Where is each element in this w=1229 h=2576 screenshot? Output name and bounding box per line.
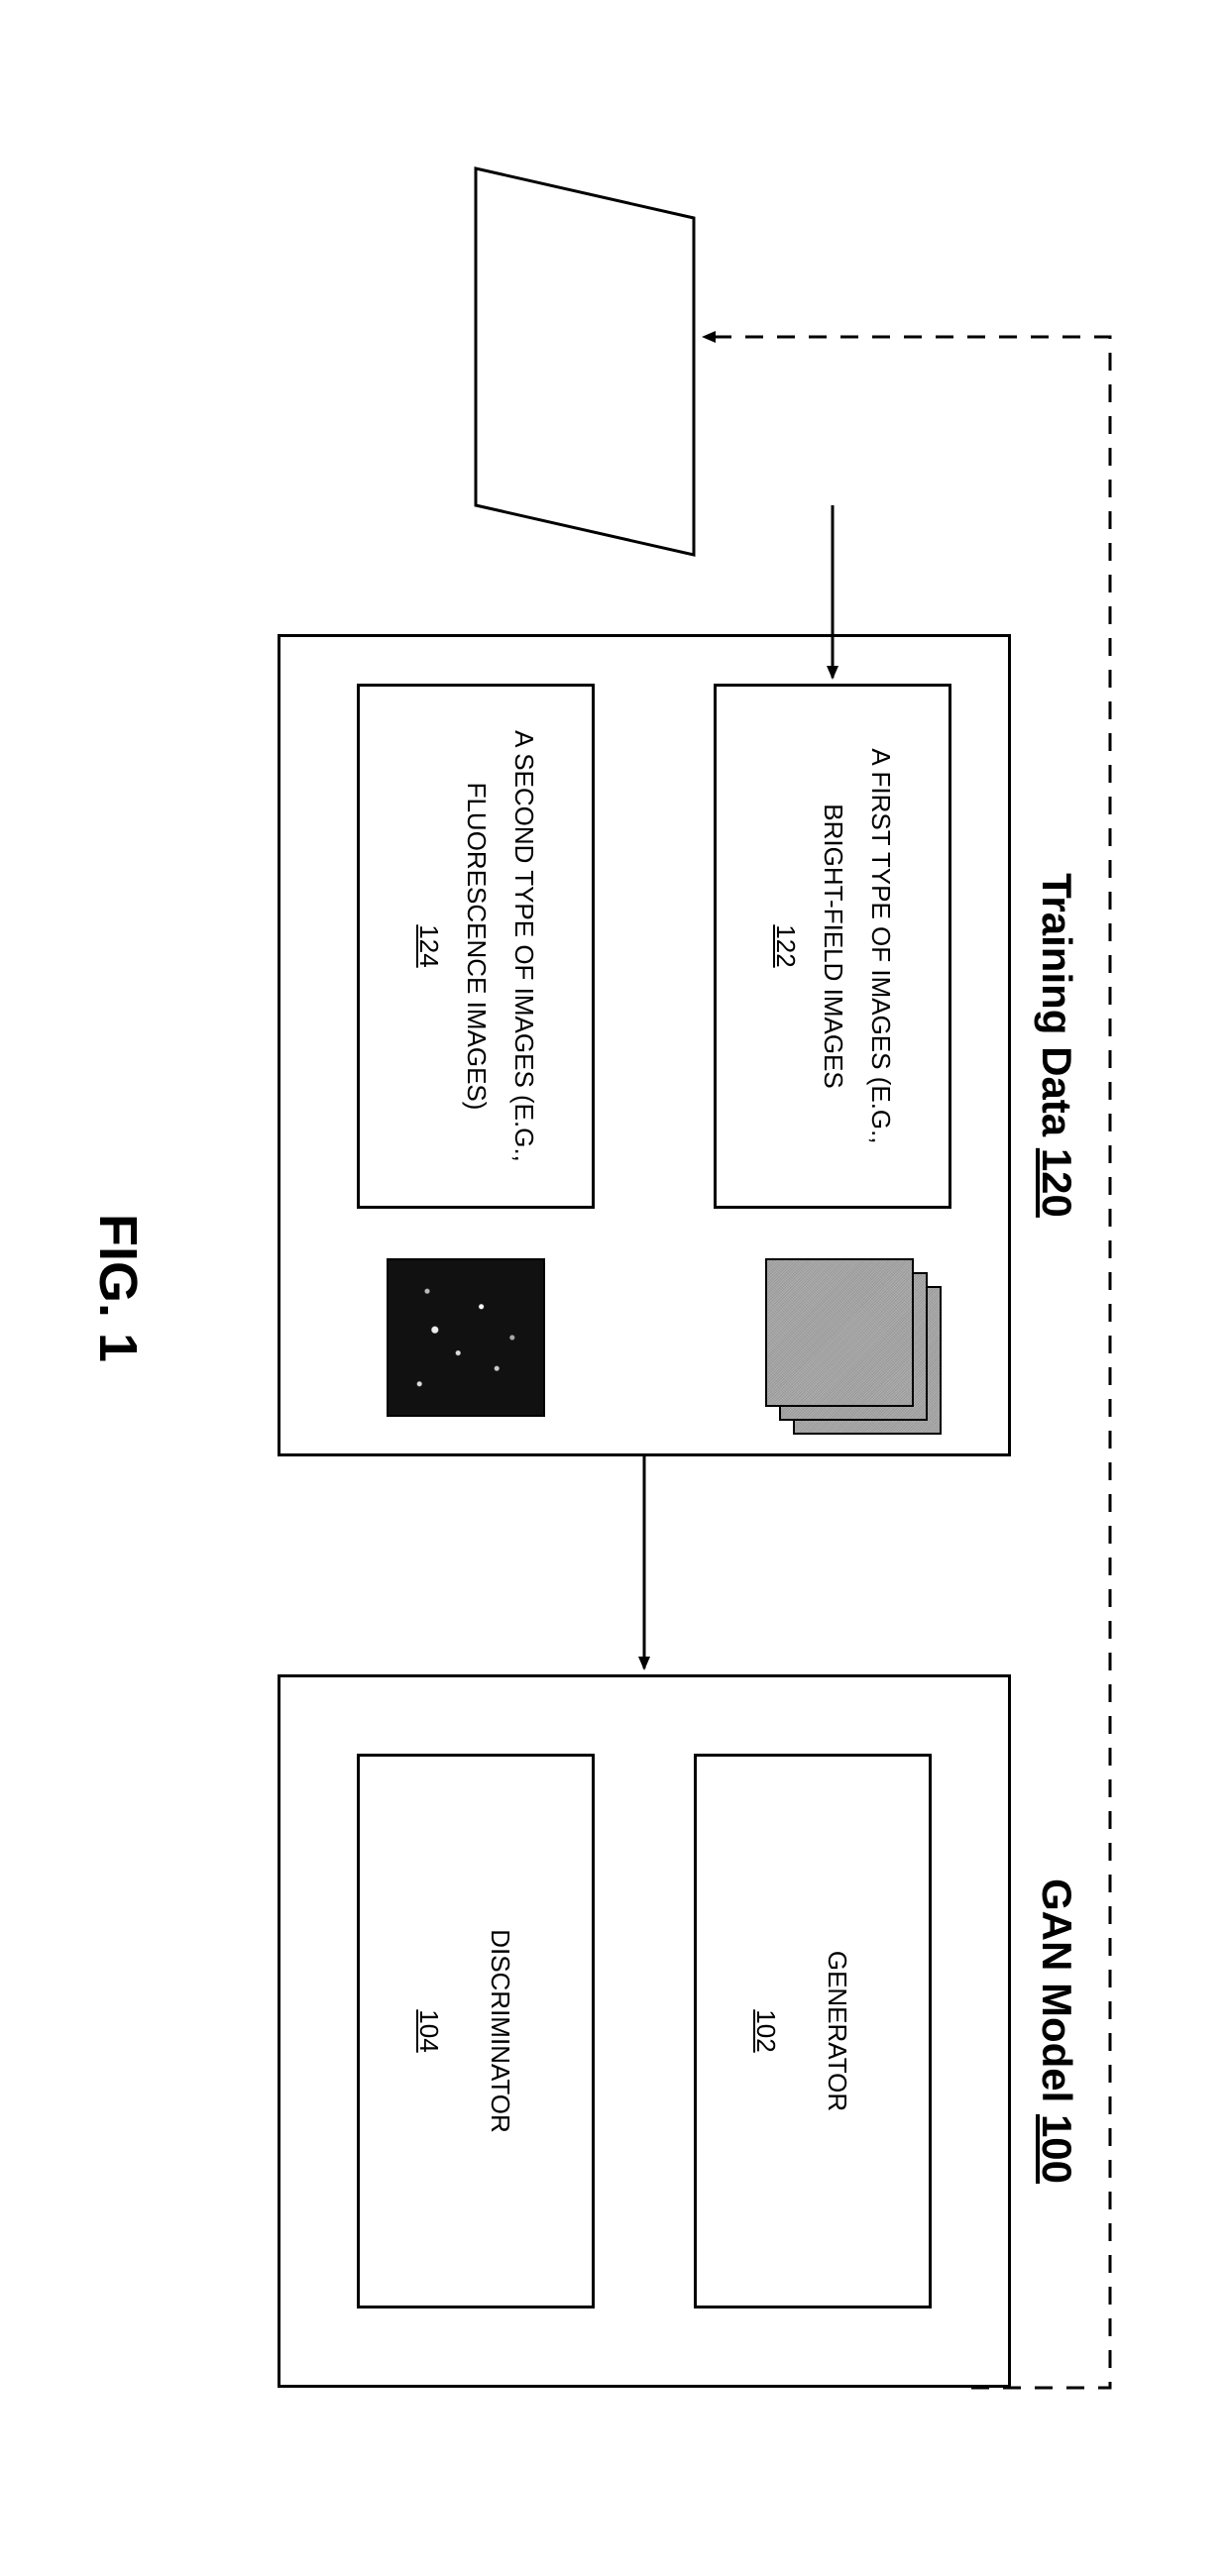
figure-label: FIG. 1 — [87, 0, 149, 2576]
arrows-layer — [0, 0, 1229, 2576]
figure-canvas: Training Data 120 GAN Model 100 A FIRST … — [0, 0, 1229, 2576]
